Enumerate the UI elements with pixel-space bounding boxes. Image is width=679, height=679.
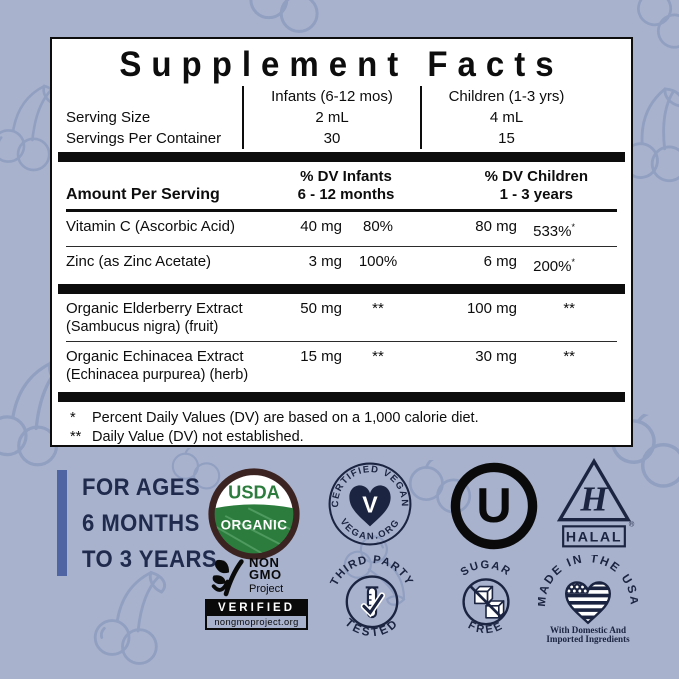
cherry-decoration [93,571,167,665]
butterfly-icon [211,559,244,597]
serving-labels-column: Serving Size Servings Per Container [66,86,242,149]
footnote-text: Daily Value (DV) not established. [92,429,304,445]
svg-text:FREE: FREE [466,619,506,636]
made-in-usa-seal-icon: MADE IN THE USA With Domest [534,551,640,652]
nutrient-row-elderberry: Organic Elderberry Extract (Sambucus nig… [66,300,575,335]
nutrient-row-vitamin-c: Vitamin C (Ascorbic Acid) 40 mg 80% 80 m… [66,218,575,240]
footnote-text: Percent Daily Values (DV) are based on a… [92,410,479,426]
thick-divider [58,284,625,294]
age-line-1: FOR AGES [82,474,201,501]
infants-column-header: Infants (6-12 mos) [271,88,393,105]
nutrient-row-echinacea: Organic Echinacea Extract (Echinacea pur… [66,348,575,383]
nongmo-line3: Project [249,582,284,595]
row-rule [66,246,617,247]
age-line-3: TO 3 YEARS [82,546,218,573]
footnote-symbol: ** [70,429,82,445]
thick-divider [58,392,625,402]
halal-symbol-icon: H ® HALAL [552,458,636,553]
svg-text:H: H [579,480,609,519]
usda-organic-seal-icon: USDA ORGANIC [206,466,302,567]
svg-text:HALAL: HALAL [566,529,622,545]
nongmo-verified-text: VERIFIED [207,601,306,616]
header-rule [66,209,617,212]
thick-divider [58,152,625,162]
serving-size-label: Serving Size [66,109,151,126]
svg-text:®: ® [629,519,635,528]
svg-text:ORGANIC: ORGANIC [221,517,288,532]
nongmo-line1: NON [249,555,280,570]
svg-text:Imported Ingredients: Imported Ingredients [546,634,630,644]
serving-children-column: Children (1-3 yrs) 4 mL 15 [420,86,617,149]
svg-text:USDA: USDA [228,482,280,503]
age-range-callout: FOR AGES 6 MONTHS TO 3 YEARS [57,470,229,578]
nutrient-row-zinc: Zinc (as Zinc Acetate) 3 mg 100% 6 mg 20… [66,253,575,275]
third-party-tested-seal-icon: THIRD PARTY TESTED [327,553,417,652]
dv-infants-header: % DV Infants 6 - 12 months [297,168,395,203]
table-header: Amount Per Serving % DV Infants 6 - 12 m… [66,162,617,207]
kosher-ou-symbol-icon: U [447,459,541,558]
infants-serving-size: 2 mL [315,109,349,126]
children-servings-count: 15 [498,130,515,147]
row-rule [66,341,617,342]
svg-text:With Domestic And: With Domestic And [550,625,626,635]
infants-servings-count: 30 [323,130,341,147]
certified-vegan-seal-icon: CERTIFIED VEGAN VEGAN.ORG V [327,461,413,552]
nongmo-line2: GMO [249,567,282,583]
age-accent-bar [57,470,67,576]
svg-text:THIRD PARTY: THIRD PARTY [328,554,415,588]
sugar-free-seal-icon: SUGAR FREE [446,555,526,652]
non-gmo-project-verified-icon: NON GMO Project VERIFIED nongmoproject.o… [205,555,308,630]
children-column-header: Children (1-3 yrs) [448,88,565,105]
supplement-facts-panel: Supplement Facts Serving Size Servings P… [50,37,633,447]
servings-per-container-label: Servings Per Container [66,130,222,147]
serving-section: Serving Size Servings Per Container Infa… [66,86,617,149]
svg-text:SUGAR: SUGAR [459,559,514,579]
svg-text:U: U [476,479,511,533]
svg-text:V: V [362,492,378,518]
children-serving-size: 4 mL [489,109,524,126]
footnote-symbol: * [70,410,76,426]
amount-per-serving-label: Amount Per Serving [66,186,220,203]
age-line-2: 6 MONTHS [82,510,200,537]
cherry-decoration [249,0,319,33]
serving-infants-column: Infants (6-12 mos) 2 mL 30 [242,86,420,149]
dv-children-header: % DV Children 1 - 3 years [484,168,588,203]
panel-title: Supplement Facts [119,43,564,84]
nongmo-url-text: nongmoproject.org [214,617,299,627]
footnotes: * Percent Daily Values (DV) are based on… [66,409,617,447]
